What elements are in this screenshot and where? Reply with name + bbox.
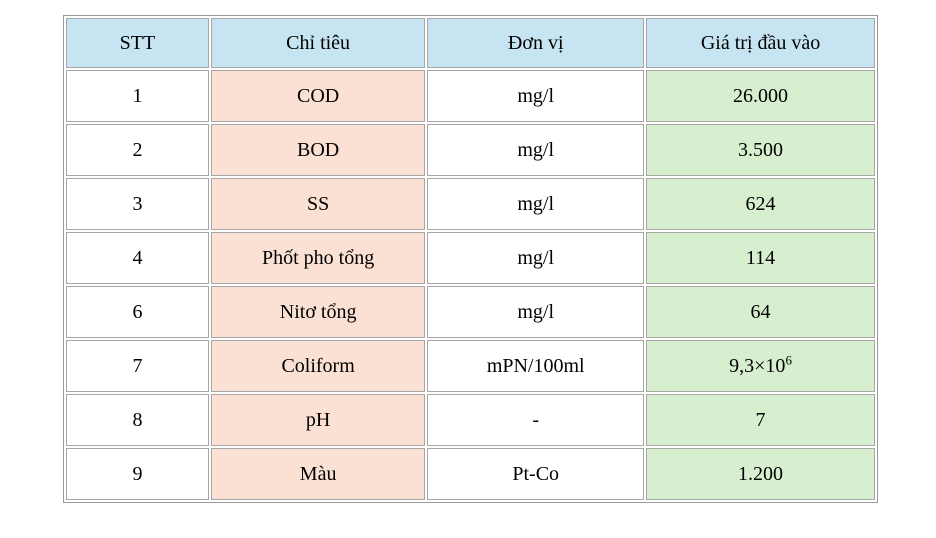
cell-chi-tieu: pH xyxy=(210,394,426,446)
table-row: 9 Màu Pt-Co 1.200 xyxy=(66,448,875,500)
cell-gia-tri: 114 xyxy=(646,232,875,284)
cell-chi-tieu: Phốt pho tổng xyxy=(210,232,426,284)
cell-value-exponent: 6 xyxy=(785,351,792,367)
cell-chi-tieu: SS xyxy=(210,178,426,230)
cell-gia-tri: 9,3×106 xyxy=(646,340,875,392)
cell-don-vi: mPN/100ml xyxy=(427,340,645,392)
cell-stt: 3 xyxy=(66,178,209,230)
cell-gia-tri: 3.500 xyxy=(646,124,875,176)
header-stt: STT xyxy=(66,18,209,68)
header-row: STT Chỉ tiêu Đơn vị Giá trị đầu vào xyxy=(66,18,875,68)
cell-don-vi: mg/l xyxy=(427,70,645,122)
table-row: 3 SS mg/l 624 xyxy=(66,178,875,230)
cell-don-vi: Pt-Co xyxy=(427,448,645,500)
header-gia-tri: Giá trị đầu vào xyxy=(646,18,875,68)
table-row: 1 COD mg/l 26.000 xyxy=(66,70,875,122)
cell-value-mantissa: 9,3×10 xyxy=(729,354,786,377)
table-container: STT Chỉ tiêu Đơn vị Giá trị đầu vào 1 COD… xyxy=(63,15,878,503)
table-row: 7 Coliform mPN/100ml 9,3×106 xyxy=(66,340,875,392)
cell-chi-tieu: BOD xyxy=(210,124,426,176)
cell-gia-tri: 26.000 xyxy=(646,70,875,122)
cell-chi-tieu: Coliform xyxy=(210,340,426,392)
cell-chi-tieu: COD xyxy=(210,70,426,122)
cell-don-vi: mg/l xyxy=(427,286,645,338)
table-row: 4 Phốt pho tổng mg/l 114 xyxy=(66,232,875,284)
cell-chi-tieu: Nitơ tổng xyxy=(210,286,426,338)
cell-don-vi: mg/l xyxy=(427,124,645,176)
table-row: 6 Nitơ tổng mg/l 64 xyxy=(66,286,875,338)
input-parameters-table: STT Chỉ tiêu Đơn vị Giá trị đầu vào 1 COD… xyxy=(63,15,878,503)
cell-chi-tieu: Màu xyxy=(210,448,426,500)
header-chi-tieu: Chỉ tiêu xyxy=(210,18,426,68)
table-row: 8 pH -7 xyxy=(66,394,875,446)
cell-gia-tri: 624 xyxy=(646,178,875,230)
cell-stt: 1 xyxy=(66,70,209,122)
header-don-vi: Đơn vị xyxy=(427,18,645,68)
cell-don-vi: mg/l xyxy=(427,232,645,284)
cell-stt: 6 xyxy=(66,286,209,338)
cell-don-vi: mg/l xyxy=(427,178,645,230)
table-row: 2 BOD mg/l 3.500 xyxy=(66,124,875,176)
cell-stt: 9 xyxy=(66,448,209,500)
cell-gia-tri: 7 xyxy=(646,394,875,446)
cell-stt: 8 xyxy=(66,394,209,446)
cell-gia-tri: 64 xyxy=(646,286,875,338)
cell-don-vi: - xyxy=(427,394,645,446)
cell-stt: 4 xyxy=(66,232,209,284)
cell-gia-tri: 1.200 xyxy=(646,448,875,500)
cell-stt: 2 xyxy=(66,124,209,176)
cell-stt: 7 xyxy=(66,340,209,392)
